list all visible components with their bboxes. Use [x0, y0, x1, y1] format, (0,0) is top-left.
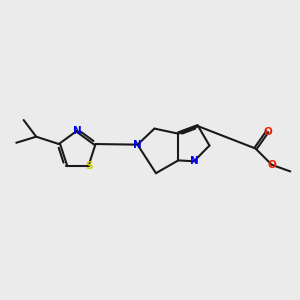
Text: N: N [133, 140, 142, 150]
Text: N: N [73, 126, 82, 136]
Text: N: N [190, 156, 198, 166]
Text: O: O [263, 127, 272, 136]
Text: S: S [85, 160, 92, 171]
Text: O: O [268, 160, 276, 170]
